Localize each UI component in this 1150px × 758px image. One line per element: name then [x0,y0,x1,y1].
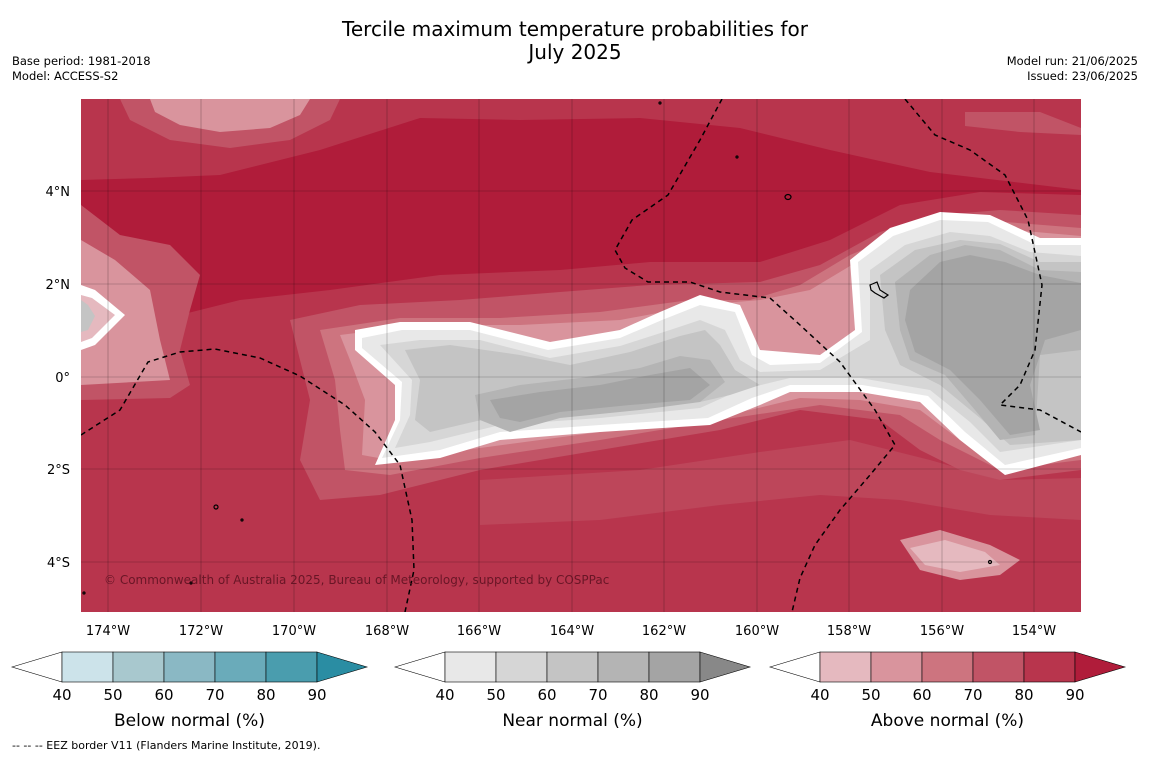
lat-label-2n: 2°N [46,278,71,293]
above-70-south-band [480,440,1081,525]
colorbar-near-segment [444,651,497,683]
colorbar-above: 40 50 60 70 80 90 Above normal (%) [768,651,1127,731]
lon-label-164w: 164°W [550,624,594,639]
above-50-west [81,240,170,385]
colorbar-near-tick: 90 [690,686,709,704]
colorbar-above-segment [921,651,974,683]
issued-date: Issued: 23/06/2025 [1027,69,1138,83]
colorbar-above-tick: 70 [963,686,982,704]
colorbar-near-label: Near normal (%) [502,711,642,731]
eez-borders [81,99,1081,612]
colorbar-near-upper-extend [699,651,752,683]
west-near [81,300,95,332]
colorbar-near-segment [546,651,599,683]
lon-label-172w: 172°W [179,624,223,639]
islands [82,101,993,595]
lon-label-160w: 160°W [735,624,779,639]
colorbar-below-tick: 80 [256,686,275,704]
metadata-right: Model run: 21/06/2025 Issued: 23/06/2025 [1007,54,1138,84]
colorbar-below-segment [163,651,216,683]
lon-label-158w: 158°W [827,624,871,639]
above-40-south [910,540,1000,572]
colorbar-below-tick: 90 [307,686,326,704]
map-plot-area [81,99,1081,612]
colorbar-near-tick: 50 [486,686,505,704]
lon-label-156w: 156°W [920,624,964,639]
graticule [81,99,1081,612]
colorbar-below-tick: 70 [205,686,224,704]
lat-label-4n: 4°N [46,185,71,200]
colorbar-near-segment [648,651,701,683]
title-line-2: July 2025 [528,40,622,64]
colorbar-below-tick: 40 [52,686,71,704]
colorbar-near-tick: 40 [435,686,454,704]
colorbar-above-segment [870,651,923,683]
lon-label-162w: 162°W [642,624,686,639]
above-80-north [81,99,1081,190]
metadata-left: Base period: 1981-2018 Model: ACCESS-S2 [12,54,151,84]
colorbar-above-upper-extend [1074,651,1127,683]
colorbar-below-tick: 50 [103,686,122,704]
lat-label-4s: 4°S [47,556,70,571]
colorbar-below: 40 50 60 70 80 90 Below normal (%) [10,651,369,731]
colorbar-above-segment [819,651,872,683]
colorbar-above-tick: 90 [1065,686,1084,704]
colorbar-near-tick: 60 [537,686,556,704]
lat-label-0: 0° [55,371,70,386]
model-name: Model: ACCESS-S2 [12,69,119,83]
colorbar-above-tick: 80 [1014,686,1033,704]
title-line-1: Tercile maximum temperature probabilitie… [342,17,808,41]
colorbar-above-segment [972,651,1025,683]
lon-label-154w: 154°W [1012,624,1056,639]
colorbar-near-tick: 70 [588,686,607,704]
colorbar-below-tick: 60 [154,686,173,704]
lon-label-168w: 168°W [365,624,409,639]
near-80-west [490,368,710,422]
colorbar-below-segment [61,651,114,683]
colorbar-below-segment [265,651,318,683]
colorbar-above-label: Above normal (%) [871,711,1024,731]
colorbar-above-lower-extend [768,651,821,683]
colorbar-below-label: Below normal (%) [114,711,265,731]
colorbar-above-segment [1023,651,1076,683]
footer-note: -- -- -- EEZ border V11 (Flanders Marine… [12,739,321,752]
above-50-north [150,99,310,132]
chart-title: Tercile maximum temperature probabilitie… [0,18,1150,64]
west-pocket [81,295,115,342]
colorbar-below-lower-extend [10,651,63,683]
colorbar-above-tick: 60 [912,686,931,704]
axis-labels: 174°W 172°W 170°W 168°W 166°W 164°W 162°… [46,185,1057,639]
colorbar-legends: 40 50 60 70 80 90 Below normal (%) 40 50 60 70 80 90… [10,651,1127,731]
colorbar-below-segment [214,651,267,683]
base-period: Base period: 1981-2018 [12,54,151,68]
colorbar-near-lower-extend [393,651,446,683]
lat-label-2s: 2°S [47,463,70,478]
near-80-east [905,255,1081,435]
model-run: Model run: 21/06/2025 [1006,54,1138,68]
colorbar-near-tick: 80 [639,686,658,704]
lon-label-170w: 170°W [272,624,316,639]
colorbar-near-segment [597,651,650,683]
colorbar-near: 40 50 60 70 80 90 Near normal (%) [393,651,752,731]
colorbar-above-tick: 50 [861,686,880,704]
colorbar-above-tick: 40 [810,686,829,704]
above-70-northeast [965,112,1081,135]
colorbar-below-segment [112,651,165,683]
copyright-text: © Commonwealth of Australia 2025, Bureau… [104,573,609,587]
lon-label-166w: 166°W [457,624,501,639]
colorbar-below-upper-extend [316,651,369,683]
colorbar-near-segment [495,651,548,683]
lon-label-174w: 174°W [86,624,130,639]
